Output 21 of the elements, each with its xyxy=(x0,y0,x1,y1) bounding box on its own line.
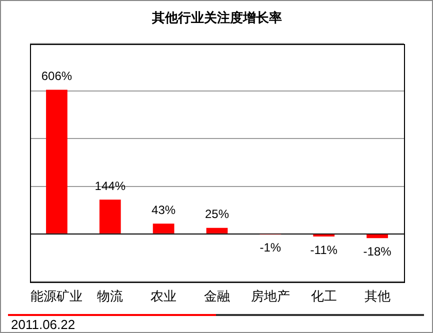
text: 2011.06.22 xyxy=(11,317,76,332)
data-label: 43% xyxy=(152,202,176,217)
bar xyxy=(46,90,68,234)
x-tick-label: 房地产 xyxy=(250,288,290,305)
bar xyxy=(152,224,174,234)
x-tick-label: 金融 xyxy=(204,290,230,305)
x-tick-label: 农业 xyxy=(150,290,177,305)
data-label: 606% xyxy=(41,69,72,84)
data-label: 144% xyxy=(94,178,126,193)
data-label: -11% xyxy=(310,242,338,257)
data-label: -1% xyxy=(260,240,282,255)
data-label: 25% xyxy=(204,207,230,222)
bar xyxy=(206,228,228,234)
x-tick-label: 其他 xyxy=(364,290,390,305)
bar xyxy=(99,200,121,234)
x-tick-label: 物流 xyxy=(97,288,124,305)
x-tick-label: 化工 xyxy=(310,290,337,305)
x-tick-label: 能源矿业 xyxy=(30,290,83,305)
bar xyxy=(366,234,388,238)
chart-title: 其他行业关注度增长率 xyxy=(151,10,282,26)
data-label: -18% xyxy=(363,244,392,258)
